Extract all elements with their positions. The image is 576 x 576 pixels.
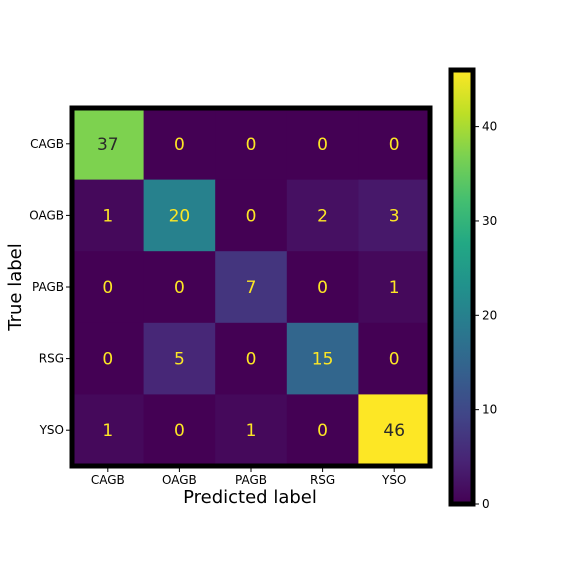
heatmap-cell — [143, 108, 216, 181]
cell-value-label: 1 — [102, 206, 113, 226]
heatmap-cell — [358, 251, 431, 324]
heatmap-cell — [358, 108, 431, 181]
heatmap-cell — [72, 251, 145, 324]
cell-value-labels: 37 0 0 0 01 20 0 2 30 0 7 0 10 5 0 15 01 0 1 0 46 — [97, 135, 405, 441]
colorbar-tick-label: 30 — [482, 214, 497, 228]
heatmap-cell — [143, 394, 216, 467]
cell-value-label: 5 — [174, 350, 185, 370]
matrix-frame — [69, 105, 433, 469]
colorbar-tick-label: 20 — [482, 308, 497, 322]
heatmap-cell — [143, 322, 216, 395]
cell-value-label: 0 — [174, 278, 185, 298]
heatmap-cell — [286, 179, 359, 252]
cell-value-label: 15 — [312, 350, 334, 370]
cell-value-label: 7 — [246, 278, 257, 298]
heatmap-cell — [72, 322, 145, 395]
cell-value-label: 0 — [389, 135, 400, 155]
y-tick-label: RSG — [39, 352, 64, 366]
cell-value-label: 1 — [246, 421, 257, 441]
cell-value-label: 3 — [389, 206, 400, 226]
cell-value-label: 0 — [102, 350, 113, 370]
y-tick-label: CAGB — [30, 137, 64, 151]
x-axis-label: Predicted label — [183, 487, 317, 508]
heatmap-cell — [286, 322, 359, 395]
cell-value-label: 1 — [102, 421, 113, 441]
colorbar-tick-label: 0 — [482, 497, 490, 511]
colorbar-frame — [448, 67, 476, 507]
heatmap-cell — [72, 394, 145, 467]
heatmap-cell — [358, 322, 431, 395]
cell-value-label: 46 — [383, 421, 405, 441]
x-tick-label: PAGB — [235, 473, 267, 487]
colorbar-ticks: 0 10 20 30 40 — [475, 120, 497, 511]
cell-value-label: 0 — [317, 278, 328, 298]
y-tick-label: OAGB — [29, 208, 64, 222]
heatmap-cells — [72, 108, 431, 467]
cell-value-label: 20 — [169, 206, 191, 226]
cell-value-label: 0 — [317, 421, 328, 441]
heatmap-cell — [143, 251, 216, 324]
heatmap-cell — [286, 251, 359, 324]
cell-value-label: 0 — [246, 350, 257, 370]
colorbar — [451, 70, 473, 504]
x-tick-label: CAGB — [91, 473, 125, 487]
y-tick-label: YSO — [39, 423, 64, 437]
cell-value-label: 37 — [97, 135, 119, 155]
heatmap-cell — [358, 179, 431, 252]
y-tick-label: PAGB — [32, 280, 64, 294]
heatmap-cell — [143, 179, 216, 252]
cell-value-label: 0 — [246, 206, 257, 226]
heatmap-cell — [72, 179, 145, 252]
heatmap-cell — [72, 108, 145, 181]
heatmap-cell — [215, 251, 288, 324]
cell-value-label: 0 — [174, 421, 185, 441]
heatmap-cell — [215, 179, 288, 252]
cell-value-label: 2 — [317, 206, 328, 226]
heatmap-cell — [358, 394, 431, 467]
x-axis-ticks: CAGB OAGB PAGB RSG YSO — [91, 468, 406, 487]
cell-value-label: 0 — [246, 135, 257, 155]
heatmap-cell — [215, 394, 288, 467]
heatmap-cell — [215, 108, 288, 181]
heatmap-cell — [215, 322, 288, 395]
y-axis-label: True label — [5, 243, 26, 332]
cell-value-label: 0 — [174, 135, 185, 155]
cell-value-label: 0 — [389, 350, 400, 370]
x-tick-label: RSG — [310, 473, 335, 487]
cell-value-label: 0 — [317, 135, 328, 155]
cell-value-label: 1 — [389, 278, 400, 298]
cell-value-label: 0 — [102, 278, 113, 298]
heatmap-cell — [286, 394, 359, 467]
x-tick-label: YSO — [381, 473, 406, 487]
heatmap-cell — [286, 108, 359, 181]
x-tick-label: OAGB — [162, 473, 197, 487]
colorbar-tick-label: 10 — [482, 403, 497, 417]
colorbar-tick-label: 40 — [482, 120, 497, 134]
y-axis-ticks: CAGB OAGB PAGB RSG YSO — [29, 137, 70, 437]
